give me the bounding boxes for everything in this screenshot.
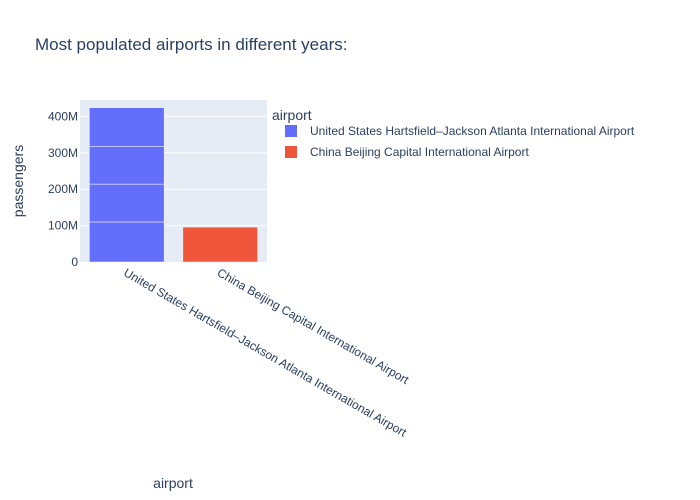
bar-segment[interactable] xyxy=(89,183,165,223)
y-tick-label: 100M xyxy=(48,219,78,233)
x-axis-title: airport xyxy=(153,475,193,491)
bar-segment[interactable] xyxy=(182,226,258,263)
x-axis-ticks: United States Hartsfield–Jackson Atlanta… xyxy=(121,265,412,440)
y-tick-label: 200M xyxy=(48,182,78,196)
y-axis-title: passengers xyxy=(10,145,26,217)
legend-label[interactable]: United States Hartsfield–Jackson Atlanta… xyxy=(310,124,635,138)
legend: United States Hartsfield–Jackson Atlanta… xyxy=(285,124,635,159)
legend-title: airport xyxy=(272,107,312,123)
bar-segment[interactable] xyxy=(89,221,165,263)
legend-label[interactable]: China Beijing Capital International Airp… xyxy=(310,145,529,159)
legend-swatch[interactable] xyxy=(285,146,297,158)
y-tick-label: 300M xyxy=(48,146,78,160)
bars xyxy=(89,107,258,263)
y-axis-ticks: 0 100M 200M 300M 400M xyxy=(48,109,78,269)
y-tick-label: 0 xyxy=(71,255,78,269)
legend-swatch[interactable] xyxy=(285,125,297,137)
y-tick-label: 400M xyxy=(48,109,78,123)
chart-title: Most populated airports in different yea… xyxy=(35,35,347,54)
bar-segment[interactable] xyxy=(89,146,165,185)
bar-segment[interactable] xyxy=(89,107,165,147)
x-tick-label: China Beijing Capital International Airp… xyxy=(215,265,412,387)
